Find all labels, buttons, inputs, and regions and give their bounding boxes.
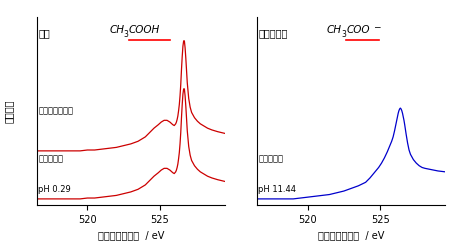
Text: 相対強度: 相対強度 [4,99,14,123]
X-axis label: 発光エネルギー  / eV: 発光エネルギー / eV [318,230,384,240]
Text: pH 0.29: pH 0.29 [38,185,71,194]
Text: COO: COO [346,25,369,35]
Text: CH: CH [109,25,124,35]
Text: 純酢酸（液体）: 純酢酸（液体） [38,106,73,115]
Text: pH 11.44: pH 11.44 [258,185,297,194]
Text: CH: CH [326,25,341,35]
Text: 3: 3 [124,30,129,39]
Text: COOH: COOH [129,25,160,35]
Text: 3: 3 [341,30,346,39]
Text: 酢酸水溶液: 酢酸水溶液 [258,154,284,163]
Text: 酢酸: 酢酸 [38,28,50,38]
Text: −: − [373,23,381,32]
Text: 酢酸水溶液: 酢酸水溶液 [38,154,63,163]
X-axis label: 発光エネルギー  / eV: 発光エネルギー / eV [98,230,164,240]
Text: 酢酸イオン: 酢酸イオン [258,28,288,38]
